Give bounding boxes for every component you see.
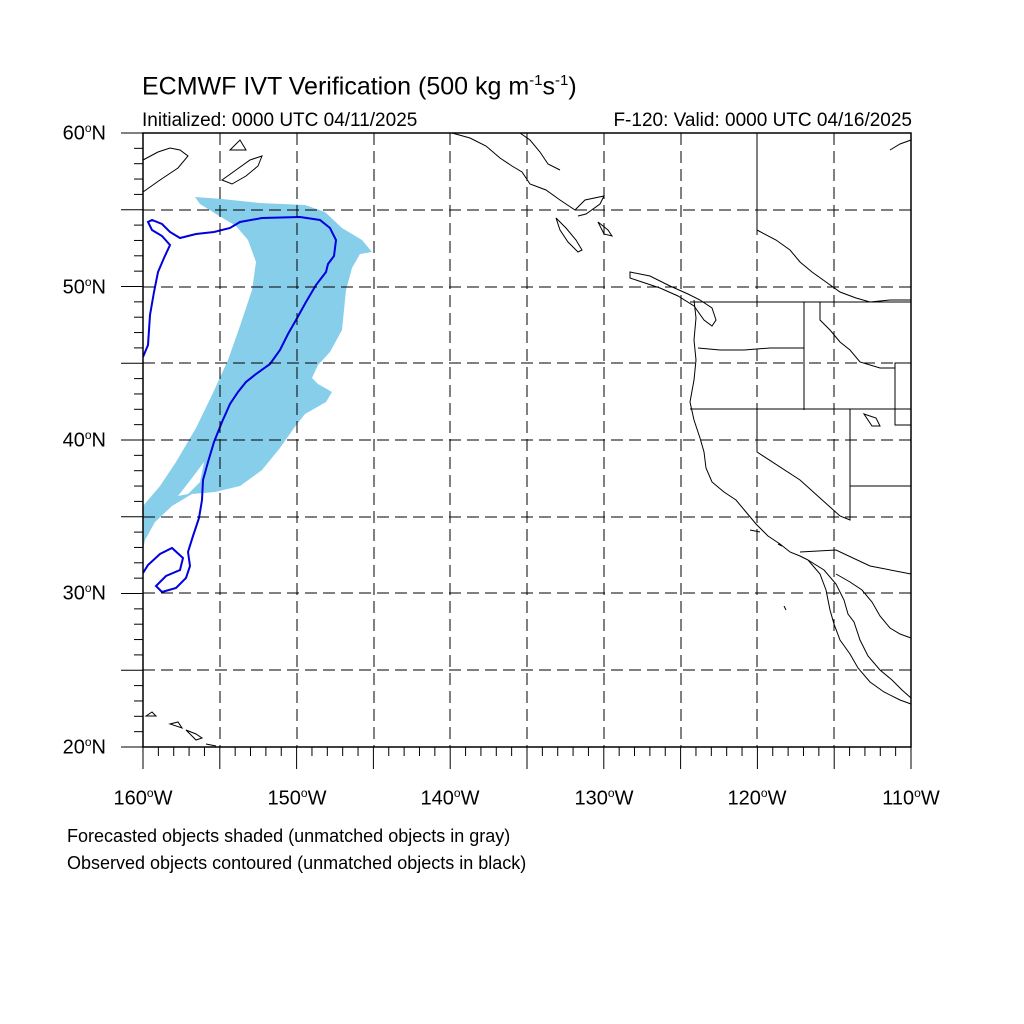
lon-label-160: 160oW: [113, 786, 173, 810]
chart-title: ECMWF IVT Verification (500 kg m-1s-1): [142, 72, 577, 101]
lat-label-60: 60oN: [62, 121, 106, 145]
lon-label-150: 150oW: [267, 786, 327, 810]
lat-label-20: 20oN: [62, 735, 106, 759]
lon-label-140: 140oW: [420, 786, 480, 810]
lat-label-50: 50oN: [62, 275, 106, 299]
lat-label-40: 40oN: [62, 428, 106, 452]
axis-ticks: [121, 132, 912, 769]
forecast-legend-note: Forecasted objects shaded (unmatched obj…: [67, 826, 511, 846]
coastlines: [142, 132, 912, 747]
observed-legend-note: Observed objects contoured (unmatched ob…: [67, 853, 527, 873]
valid-time-label: F-120: Valid: 0000 UTC 04/16/2025: [613, 110, 912, 131]
observed-ivt-contour: [143, 215, 338, 594]
lat-label-30: 30oN: [62, 581, 106, 605]
init-time-label: Initialized: 0000 UTC 04/11/2025: [142, 110, 418, 131]
lon-label-110: 110oW: [882, 786, 940, 810]
lon-label-120: 120oW: [727, 786, 787, 810]
lon-label-130: 130oW: [574, 786, 634, 810]
